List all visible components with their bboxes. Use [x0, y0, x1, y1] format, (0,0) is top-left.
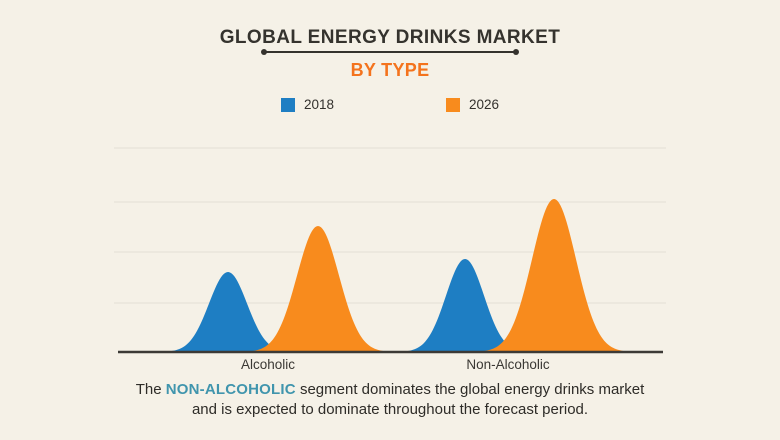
legend-swatch-2018 [280, 97, 295, 112]
caption-line-2: and is expected to dominate throughout t… [191, 400, 589, 418]
caption-suffix: segment dominates the global energy drin… [295, 381, 645, 398]
legend-label-2018: 2018 [303, 97, 334, 112]
legend-item-2018: 2018 [280, 97, 334, 112]
caption-highlight: NON-ALCOHOLIC [165, 381, 296, 398]
caption-prefix: The [135, 381, 166, 398]
page-subtitle: BY TYPE [350, 60, 430, 80]
legend-item-2026: 2026 [446, 97, 499, 112]
title-divider-line [261, 49, 519, 55]
chart-caption: The NON-ALCOHOLIC segment dominates the … [0, 380, 780, 419]
page-title: GLOBAL ENERGY DRINKS MARKET [219, 27, 561, 48]
legend-label-2026: 2026 [469, 97, 500, 112]
bell-curve-chart [0, 140, 780, 370]
x-axis-label-alcoholic: Alcoholic [240, 357, 296, 372]
chart-legend: 2018 2026 [0, 97, 780, 112]
legend-swatch-2026 [446, 97, 460, 112]
x-axis-label-non-alcoholic: Non-Alcoholic [466, 357, 550, 372]
caption-line-1: The NON-ALCOHOLIC segment dominates the … [0, 380, 780, 400]
